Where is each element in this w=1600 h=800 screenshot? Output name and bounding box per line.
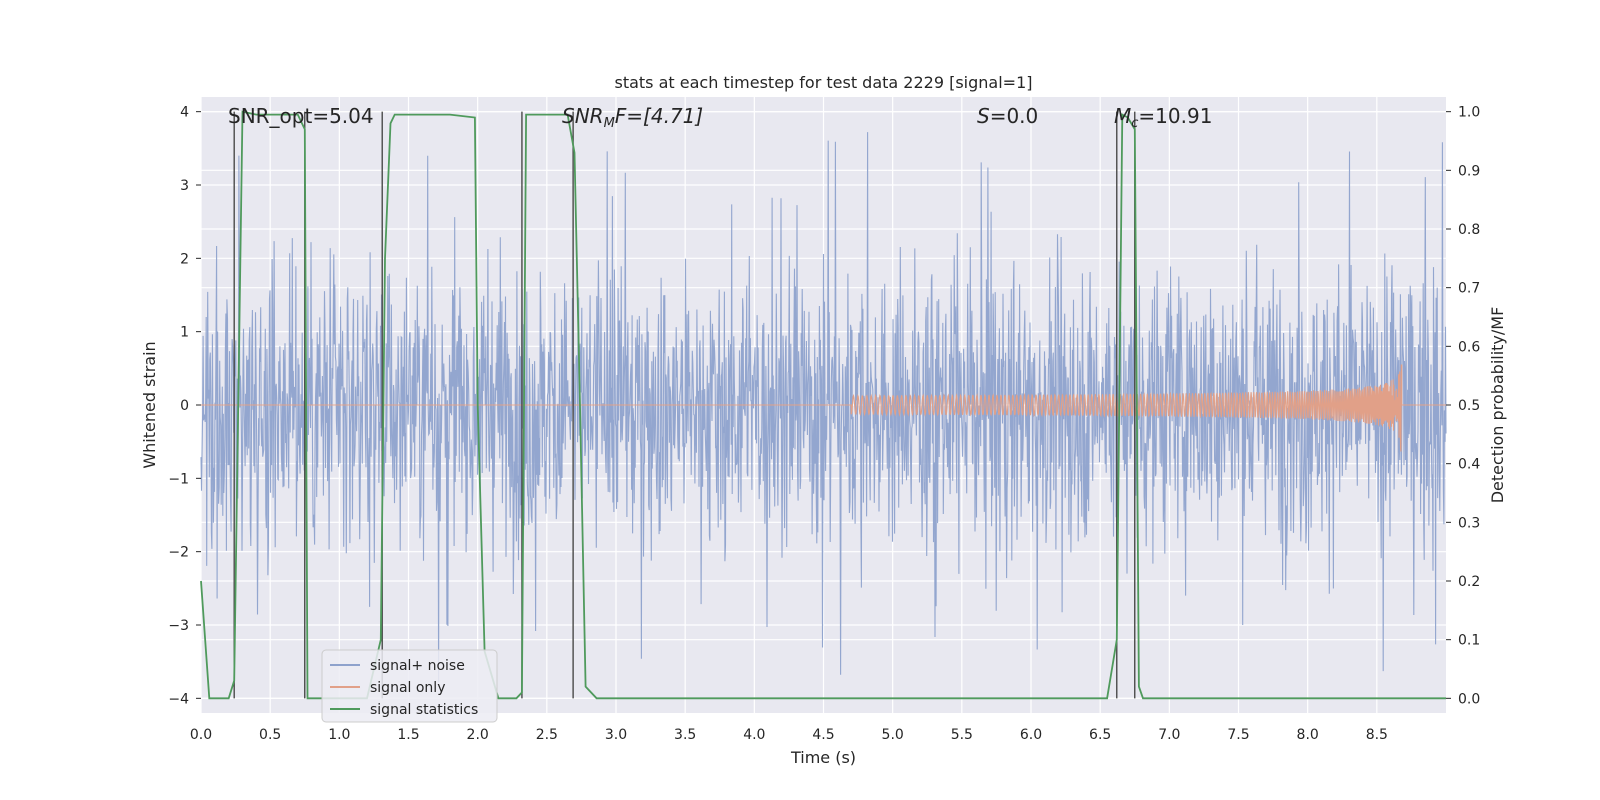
y-tick-label-right: 0.4: [1458, 457, 1480, 473]
y-axis-label-left: Whitened strain: [140, 341, 159, 468]
mc-symbol: M: [1114, 104, 1131, 128]
x-axis-label: Time (s): [790, 748, 856, 767]
y-tick-label-right: 0.1: [1458, 633, 1480, 649]
y-tick-label-right: 0.7: [1458, 281, 1480, 297]
x-tick-label: 3.5: [674, 727, 696, 743]
snr-opt-annotation: SNR_opt=5.04: [228, 104, 374, 128]
x-tick-label: 8.5: [1366, 727, 1388, 743]
snr-mf-subscript: M: [604, 116, 615, 131]
legend-label-statistics: signal statistics: [370, 702, 478, 718]
y-tick-label-right: 0.6: [1458, 339, 1480, 355]
legend: signal+ noise signal only signal statist…: [321, 649, 498, 723]
y-tick-label-right: 1.0: [1458, 105, 1480, 121]
x-tick-label: 3.0: [605, 727, 627, 743]
axis-ticks: 0.0 0.5 1.0 1.5 2.0 2.5 3.0 3.5 4.0 4.5 5.0 5.5 6.0 6…: [168, 105, 1480, 743]
y-tick-label-left: −4: [168, 691, 189, 707]
legend-label-signal-only: signal only: [370, 680, 445, 696]
signal-statistics-series: [200, 110, 1446, 700]
chirp-trace: [201, 364, 1446, 452]
x-tick-label: 2.5: [536, 727, 558, 743]
x-tick-label: 4.0: [743, 727, 765, 743]
y-axis-label-right: Detection probability/MF: [1488, 307, 1507, 504]
mc-value: =10.91: [1138, 104, 1212, 128]
x-tick-label: 1.5: [397, 727, 419, 743]
y-tick-label-left: 4: [180, 105, 189, 121]
snr-mf-value: F=[4.71]: [615, 104, 703, 128]
y-tick-label-right: 0.5: [1458, 398, 1480, 414]
x-tick-label: 7.0: [1158, 727, 1180, 743]
legend-label-noise: signal+ noise: [370, 658, 465, 674]
x-tick-label: 0.5: [259, 727, 281, 743]
x-tick-label: 5.5: [951, 727, 973, 743]
s-annotation: S=0.0: [977, 104, 1038, 128]
noise-trace: [200, 132, 1447, 683]
y-tick-label-left: −3: [168, 618, 189, 634]
x-tick-label: 1.0: [328, 727, 350, 743]
mc-subscript: c: [1131, 116, 1138, 131]
y-tick-label-left: 0: [180, 398, 189, 414]
x-tick-label: 5.0: [882, 727, 904, 743]
snr-mf-annotation: SNRMF=[4.71]: [562, 104, 703, 131]
y-tick-label-left: −1: [168, 471, 189, 487]
x-tick-label: 8.0: [1297, 727, 1319, 743]
x-tick-label: 6.0: [1020, 727, 1042, 743]
x-tick-label: 0.0: [190, 727, 212, 743]
y-tick-label-right: 0.9: [1458, 163, 1480, 179]
y-tick-label-right: 0.0: [1458, 691, 1480, 707]
y-tick-label-left: −2: [168, 545, 189, 561]
x-tick-label: 7.5: [1227, 727, 1249, 743]
y-tick-label-right: 0.2: [1458, 574, 1480, 590]
legend-box: [321, 649, 498, 723]
noise-series: [200, 132, 1447, 683]
snr-mf-symbol: SNR: [562, 104, 604, 128]
y-tick-label-right: 0.3: [1458, 515, 1480, 531]
mc-annotation: Mc=10.91: [1114, 104, 1212, 131]
y-tick-label-left: 3: [180, 178, 189, 194]
y-tick-label-left: 2: [180, 251, 189, 267]
y-tick-label-left: 1: [180, 325, 189, 341]
s-value: =0.0: [990, 104, 1039, 128]
statistics-trace: [200, 110, 1446, 700]
signal-only-series: [201, 364, 1446, 452]
chart-title: stats at each timestep for test data 222…: [614, 73, 1032, 92]
x-tick-label: 2.0: [467, 727, 489, 743]
y-tick-label-right: 0.8: [1458, 222, 1480, 238]
x-tick-label: 4.5: [812, 727, 834, 743]
x-tick-label: 6.5: [1089, 727, 1111, 743]
s-symbol: S: [977, 104, 990, 128]
